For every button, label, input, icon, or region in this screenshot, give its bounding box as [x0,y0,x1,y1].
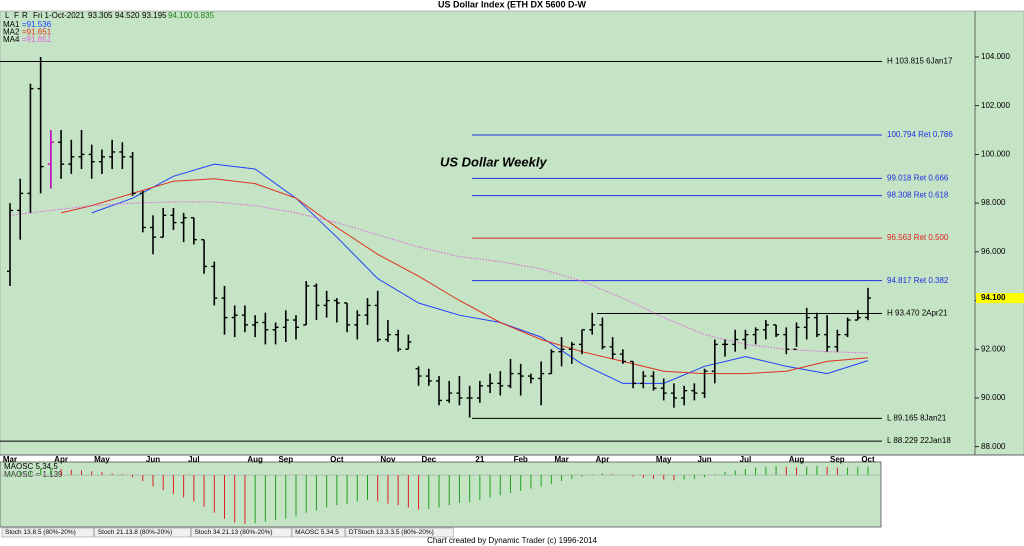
x-tick-label: May [94,455,110,464]
level-label: H 103.815 6Jan17 [887,57,953,66]
tab-label[interactable]: Stoch 21.13.8 (80%-20%) [98,529,172,536]
quote-open: 93.305 [88,11,113,20]
y-tick-label: 104.000 [981,52,1010,61]
x-tick-label: Apr [54,455,68,464]
x-tick-label: 21 [475,455,484,464]
x-tick-label: Mar [554,455,568,464]
x-tick-label: Jul [740,455,752,464]
level-label: 94.817 Ret 0.382 [887,276,949,285]
level-label: 100.794 Ret 0.786 [887,130,953,139]
level-label: 96.563 Ret 0.500 [887,233,949,242]
ma-line [9,201,869,354]
quote-low: 93.195 [142,11,167,20]
tab[interactable] [291,527,346,538]
footer: Chart created by Dynamic Trader (c) 1996… [427,536,597,545]
last-price-label: 94.100 [981,293,1006,302]
tab[interactable] [191,527,292,538]
quote-high: 94.520 [115,11,140,20]
quote-change: 0.835 [194,11,215,20]
x-tick-label: May [656,455,672,464]
x-tick-label: Mar [3,455,17,464]
toolbar-item[interactable]: L [5,11,10,20]
tab-label[interactable]: Stoch 34.21.13 (80%-20%) [195,529,273,536]
y-tick-label: 98.000 [981,198,1006,207]
price-panel [0,10,1024,456]
toolbar-item[interactable]: R [22,11,28,20]
quote-date: Fri 1-Oct-2021 [33,11,85,20]
y-tick-label: 102.000 [981,101,1010,110]
level-label: H 93.470 2Apr21 [887,309,948,318]
x-tick-label: Jul [188,455,200,464]
tab[interactable] [1,527,95,538]
quote-close: 94.100 [168,11,193,20]
y-tick-label: 90.000 [981,393,1006,402]
tab[interactable] [94,527,191,538]
chart-title: US Dollar Index (ETH DX 5600 D-W [438,0,587,9]
level-label: L 88.229 22Jan18 [887,436,951,445]
x-tick-label: Feb [514,455,528,464]
x-tick-label: Aug [247,455,263,464]
indicator-name: MAOSC 5,34,5 [4,462,58,471]
x-tick-label: Oct [861,455,875,464]
indicator-panel [0,461,882,528]
y-tick-label: 100.000 [981,150,1010,159]
x-tick-label: Dec [421,455,436,464]
x-tick-label: Jun [697,455,711,464]
legend-name: MA2 [3,28,20,37]
ma-line [60,178,869,375]
x-tick-label: Aug [789,455,805,464]
annotation: US Dollar Weekly [440,154,547,169]
x-tick-label: Nov [380,455,396,464]
tab-label[interactable]: MAOSC 5.34.5 [295,529,339,536]
x-tick-label: Oct [330,455,344,464]
level-label: 98.308 Ret 0.618 [887,191,949,200]
y-tick-label: 96.000 [981,247,1006,256]
legend-readout: =91.651 [22,28,52,37]
tab-label[interactable]: DTStoch 13.3.3.5 (80%-20%) [349,529,434,536]
legend-readout: =91.851 [22,35,52,44]
tab-label[interactable]: Stoch 13.8.5 (80%-20%) [5,529,76,536]
toolbar-item[interactable]: F [14,11,19,20]
tab-bar: Stoch 13.8.5 (80%-20%) Stoch 21.13.8 (80%… [1,527,454,538]
indicator-readout: MAOSC = 1.139 [4,470,63,479]
x-tick-label: Apr [596,455,610,464]
ma-line [91,163,869,384]
legend-name: MA1 [3,20,20,29]
y-tick-label: 92.000 [981,344,1006,353]
y-tick-label: 88.000 [981,442,1006,451]
x-tick-label: Sep [278,455,293,464]
legend-name: MA4 [3,35,20,44]
tab[interactable] [345,527,454,538]
legend-readout: =91.536 [22,20,52,29]
level-label: L 89.165 8Jan21 [887,413,947,422]
level-label: 99.018 Ret 0.666 [887,173,949,182]
x-tick-label: Jun [146,455,160,464]
last-price-box [976,293,1024,304]
x-tick-label: Sep [830,455,845,464]
